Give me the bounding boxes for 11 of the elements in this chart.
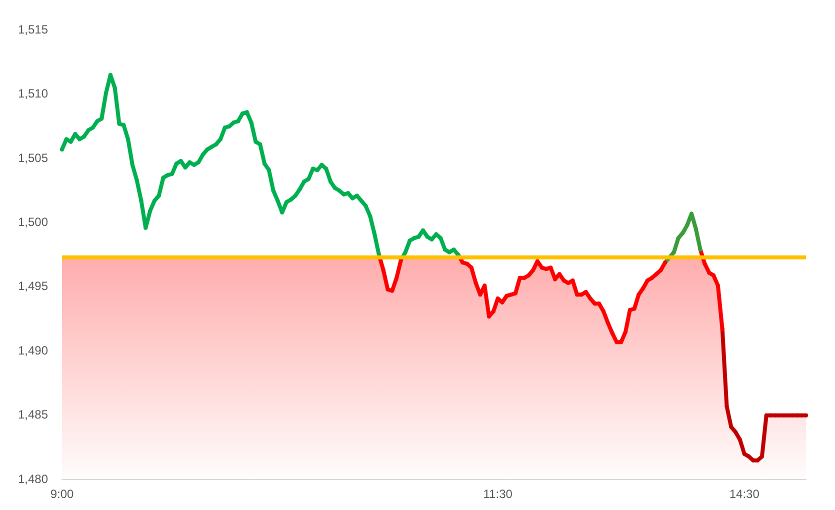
y-tick-label: 1,480 xyxy=(18,472,48,486)
y-tick-label: 1,485 xyxy=(18,408,48,422)
y-tick-label: 1,490 xyxy=(18,343,48,358)
y-tick-label: 1,495 xyxy=(18,279,48,294)
x-tick-label: 9:00 xyxy=(50,487,74,502)
y-tick-label: 1,515 xyxy=(18,22,48,36)
y-tick-label: 1,500 xyxy=(18,215,48,229)
y-tick-label: 1,505 xyxy=(18,150,48,165)
x-tick-label: 14:30 xyxy=(729,487,760,502)
y-tick-label: 1,510 xyxy=(18,86,48,101)
x-tick-label: 11:30 xyxy=(483,487,513,502)
